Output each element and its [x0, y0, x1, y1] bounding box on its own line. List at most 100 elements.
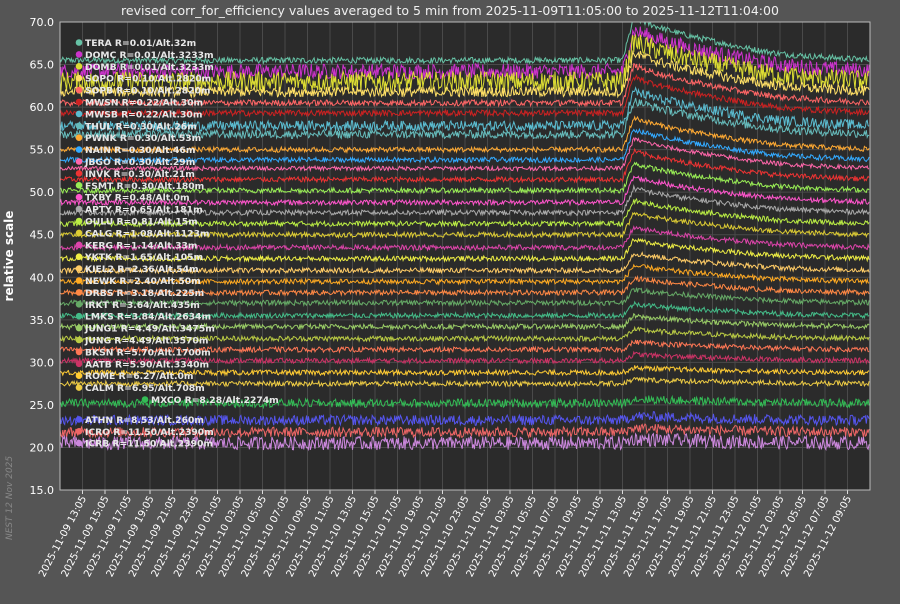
legend-marker: [75, 265, 83, 272]
legend-label: DOMB R=0.01/Alt.3233m: [85, 62, 214, 73]
y-tick-label: 25.0: [30, 399, 55, 412]
legend-label: YKTK R=1.65/Alt.105m: [84, 252, 203, 263]
legend-marker: [75, 241, 83, 249]
legend-label: DRBS R=3.18/Alt.225m: [85, 288, 204, 299]
y-tick-label: 20.0: [30, 441, 55, 454]
legend-label: ROME R=6.27/Alt.0m: [85, 371, 193, 382]
series-line: [60, 432, 870, 452]
legend-marker: [75, 336, 83, 344]
legend-label: AATB R=5.90/Alt.3340m: [85, 359, 209, 370]
series-line: [60, 225, 870, 252]
series-line: [60, 175, 870, 207]
legend-marker: [75, 348, 83, 356]
series-line: [60, 364, 870, 377]
legend-marker: [75, 205, 83, 213]
series-line: [60, 97, 870, 141]
legend-marker: [75, 170, 83, 177]
legend-marker: [75, 439, 83, 447]
series-line: [60, 251, 870, 275]
legend-label: INVK R=0.30/Alt.21m: [85, 169, 195, 180]
legend-marker: [75, 98, 83, 106]
series-line: [60, 376, 870, 389]
legend-label: TXBY R=0.48/Alt.0m: [85, 193, 190, 204]
series-line: [60, 312, 870, 332]
legend-label: CALM R=6.95/Alt.708m: [85, 383, 205, 394]
y-tick-label: 15.0: [30, 484, 55, 497]
series-line: [60, 86, 870, 133]
chart-title: revised corr_for_efficiency values avera…: [121, 3, 779, 18]
legend-label: CALG R=1.08/Alt.1123m: [85, 228, 210, 239]
legend-marker: [75, 301, 83, 308]
watermark-text: NEST 12 Nov 2025: [5, 456, 15, 540]
series-line: [60, 237, 870, 263]
legend-label: FSMT R=0.30/Alt.180m: [85, 181, 204, 192]
series-line: [60, 184, 870, 217]
series-line: [60, 211, 870, 239]
legend-label: KERG R=1.14/Alt.33m: [85, 240, 198, 251]
series-line: [60, 287, 870, 308]
series-line: [60, 115, 870, 154]
legend-marker: [75, 253, 83, 260]
series-line: [60, 22, 870, 66]
series-line: [60, 127, 870, 165]
legend-marker: [75, 182, 83, 189]
legend-marker: [75, 146, 83, 153]
y-tick-label: 70.0: [30, 16, 55, 29]
legend-label: PWNK R=0.30/Alt.53m: [85, 133, 201, 144]
series-line: [60, 350, 870, 366]
series-line: [60, 33, 870, 94]
legend-marker: [75, 229, 83, 237]
y-tick-label: 45.0: [30, 229, 55, 242]
series-line: [60, 263, 870, 286]
legend-marker: [75, 63, 83, 70]
y-tick-label: 50.0: [30, 186, 55, 199]
legend-marker: [75, 277, 83, 284]
legend-marker: [75, 428, 83, 435]
series-line: [60, 300, 870, 320]
legend-label: ICRB R=11.50/Alt.2390m: [85, 439, 213, 450]
legend-marker: [75, 86, 83, 94]
legend-label: THUL R=0.30/Alt.26m: [85, 121, 197, 132]
series-lines: [60, 22, 870, 452]
legend-label: APTY R=0.65/Alt.181m: [85, 205, 203, 216]
legend-marker: [75, 416, 83, 423]
legend-label: JUNG1 R=4.49/Alt.3475m: [84, 324, 215, 335]
legend-marker: [75, 122, 83, 130]
y-tick-label: 35.0: [30, 314, 55, 327]
legend-marker: [75, 372, 83, 380]
series-line: [60, 136, 870, 173]
series-line: [60, 147, 870, 184]
legend-marker: [75, 134, 83, 141]
legend-marker: [75, 360, 83, 368]
legend-marker: [75, 74, 83, 82]
legend-label: JBGO R=0.30/Alt.29m: [84, 157, 195, 168]
legend-marker: [75, 39, 83, 46]
y-tick-label: 55.0: [30, 144, 55, 157]
legend-label: NAIN R=0.30/Alt.46m: [85, 145, 195, 156]
legend-label: TERA R=0.01/Alt.32m: [85, 38, 196, 49]
legend-marker: [75, 193, 83, 201]
legend-label: ICRO R=11.50/Alt.2390m: [85, 427, 214, 438]
legend-marker: [75, 217, 83, 225]
legend-marker: [75, 324, 83, 332]
legend-marker: [75, 289, 83, 296]
legend-label: SOPB R=0.10/Alt.2820m: [85, 86, 210, 97]
series-line: [60, 394, 870, 410]
legend-label: BKSN R=5.70/Alt.1700m: [85, 347, 211, 358]
legend-label: SOPO R=0.10/Alt.2820m: [85, 74, 211, 85]
series-line: [60, 274, 870, 297]
legend-label: LMKS R=3.84/Alt.2634m: [85, 312, 211, 323]
plot-border: [59, 21, 871, 491]
legend-label: JUNG R=4.49/Alt.3570m: [84, 336, 208, 347]
y-axis-label: relative scale: [2, 211, 16, 302]
series-line: [60, 325, 870, 343]
legend-label: IRKT R=3.64/Alt.435m: [85, 300, 200, 311]
legend-marker: [75, 110, 83, 118]
series-line: [60, 62, 870, 108]
legend-label: MWSN R=0.22/Alt.30m: [85, 98, 203, 109]
y-tick-label: 40.0: [30, 271, 55, 284]
series-line: [60, 73, 870, 118]
